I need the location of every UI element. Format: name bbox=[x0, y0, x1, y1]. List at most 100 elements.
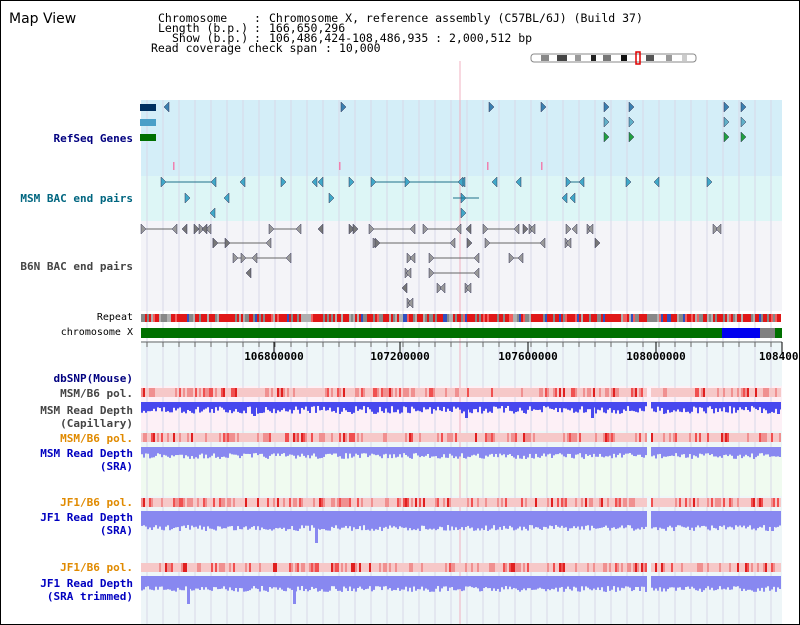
depth-bar bbox=[221, 402, 223, 408]
polymorphism-block bbox=[721, 388, 723, 397]
depth-bar bbox=[443, 576, 445, 587]
polymorphism-block bbox=[313, 498, 315, 507]
polymorphism-block bbox=[735, 498, 737, 507]
depth-bar bbox=[587, 511, 589, 526]
depth-bar bbox=[355, 447, 357, 454]
feature-arrow bbox=[603, 116, 610, 128]
polymorphism-block bbox=[681, 563, 683, 572]
depth-bar bbox=[377, 402, 379, 413]
polymorphism-block bbox=[747, 433, 749, 442]
depth-bar bbox=[601, 402, 603, 408]
track-label-jf1-b6-pol[interactable]: JF1/B6 pol. bbox=[60, 496, 133, 509]
polymorphism-block bbox=[611, 563, 613, 572]
polymorphism-block bbox=[591, 563, 593, 572]
polymorphism-block bbox=[679, 433, 681, 442]
polymorphism-block bbox=[563, 498, 565, 507]
polymorphism-block bbox=[305, 563, 307, 572]
polymorphism-block bbox=[371, 563, 373, 572]
polymorphism-block bbox=[185, 433, 187, 442]
depth-bar bbox=[465, 576, 467, 587]
chromosome-label: Chromosome bbox=[158, 11, 228, 25]
track-label-msm-depth-capillary[interactable]: MSM Read Depth bbox=[40, 404, 133, 417]
repeat-block bbox=[473, 314, 475, 322]
track-label-jf1-depth-sra[interactable]: JF1 Read Depth bbox=[40, 511, 133, 524]
polymorphism-block bbox=[673, 388, 675, 397]
track-label-dbsnp[interactable]: dbSNP(Mouse) bbox=[53, 372, 133, 385]
polymorphism-block bbox=[723, 498, 725, 507]
polymorphism-block bbox=[777, 388, 779, 397]
depth-bar bbox=[233, 511, 235, 531]
polymorphism-block bbox=[725, 498, 727, 507]
track-label-b6n-bac[interactable]: B6N BAC end pairs bbox=[20, 260, 133, 273]
polymorphism-block bbox=[259, 563, 261, 572]
depth-bar bbox=[659, 576, 661, 588]
polymorphism-block bbox=[729, 433, 731, 442]
repeat-block bbox=[427, 314, 429, 322]
depth-bar bbox=[355, 576, 357, 592]
depth-bar bbox=[171, 447, 173, 456]
repeat-block bbox=[251, 314, 253, 322]
polymorphism-block bbox=[607, 563, 609, 572]
polymorphism-block bbox=[465, 433, 467, 442]
repeat-block bbox=[393, 314, 395, 322]
depth-bar bbox=[623, 447, 625, 455]
track-label-refseq[interactable]: RefSeq Genes bbox=[53, 132, 133, 145]
depth-bar bbox=[429, 576, 431, 592]
polymorphism-block bbox=[683, 388, 685, 397]
polymorphism-block bbox=[677, 433, 679, 442]
polymorphism-block bbox=[727, 433, 729, 442]
depth-bar bbox=[185, 447, 187, 456]
depth-bar bbox=[353, 447, 355, 457]
repeat-block bbox=[675, 314, 677, 322]
depth-bar bbox=[471, 576, 473, 588]
depth-bar bbox=[775, 447, 777, 457]
depth-bar bbox=[367, 447, 369, 458]
polymorphism-block bbox=[593, 388, 595, 397]
polymorphism-block bbox=[277, 498, 279, 507]
polymorphism-block bbox=[449, 563, 451, 572]
polymorphism-block bbox=[665, 498, 667, 507]
depth-bar bbox=[573, 511, 575, 527]
polymorphism-block bbox=[149, 563, 151, 572]
polymorphism-block bbox=[455, 433, 457, 442]
track-label-msm-b6-pol[interactable]: MSM/B6 pol. bbox=[60, 387, 133, 400]
polymorphism-block bbox=[453, 498, 455, 507]
depth-bar bbox=[463, 511, 465, 531]
polymorphism-block bbox=[531, 498, 533, 507]
polymorphism-block bbox=[637, 388, 639, 397]
depth-bar bbox=[521, 511, 523, 531]
depth-bar bbox=[779, 576, 781, 589]
polymorphism-block bbox=[187, 388, 189, 397]
depth-bar bbox=[569, 576, 571, 590]
depth-bar bbox=[511, 447, 513, 457]
polymorphism-block bbox=[159, 388, 161, 397]
depth-bar bbox=[183, 511, 185, 526]
polymorphism-block bbox=[477, 433, 479, 442]
depth-bar bbox=[769, 402, 771, 414]
track-label-jf1-b6-pol-2[interactable]: JF1/B6 pol. bbox=[60, 561, 133, 574]
track-label-msm-bac[interactable]: MSM BAC end pairs bbox=[20, 192, 133, 205]
depth-bar bbox=[525, 511, 527, 529]
track-label-jf1-depth-trimmed[interactable]: JF1 Read Depth bbox=[40, 577, 133, 590]
depth-bar bbox=[717, 447, 719, 458]
depth-bar bbox=[229, 576, 231, 588]
depth-bar bbox=[427, 402, 429, 410]
polymorphism-block bbox=[485, 433, 487, 442]
depth-bar bbox=[753, 447, 755, 459]
polymorphism-block bbox=[741, 433, 743, 442]
polymorphism-block bbox=[417, 563, 419, 572]
polymorphism-block bbox=[615, 498, 617, 507]
depth-bar bbox=[515, 511, 517, 530]
depth-bar bbox=[621, 402, 623, 414]
track-label-msm-b6-pol-2[interactable]: MSM/B6 pol. bbox=[60, 432, 133, 445]
depth-bar bbox=[255, 576, 257, 589]
depth-bar bbox=[525, 576, 527, 591]
depth-bar bbox=[321, 576, 323, 590]
track-label-msm-depth-sra[interactable]: MSM Read Depth bbox=[40, 447, 133, 460]
polymorphism-block bbox=[731, 563, 733, 572]
polymorphism-block bbox=[257, 433, 259, 442]
polymorphism-block bbox=[625, 388, 627, 397]
polymorphism-block bbox=[485, 388, 487, 397]
repeat-block bbox=[375, 314, 377, 322]
